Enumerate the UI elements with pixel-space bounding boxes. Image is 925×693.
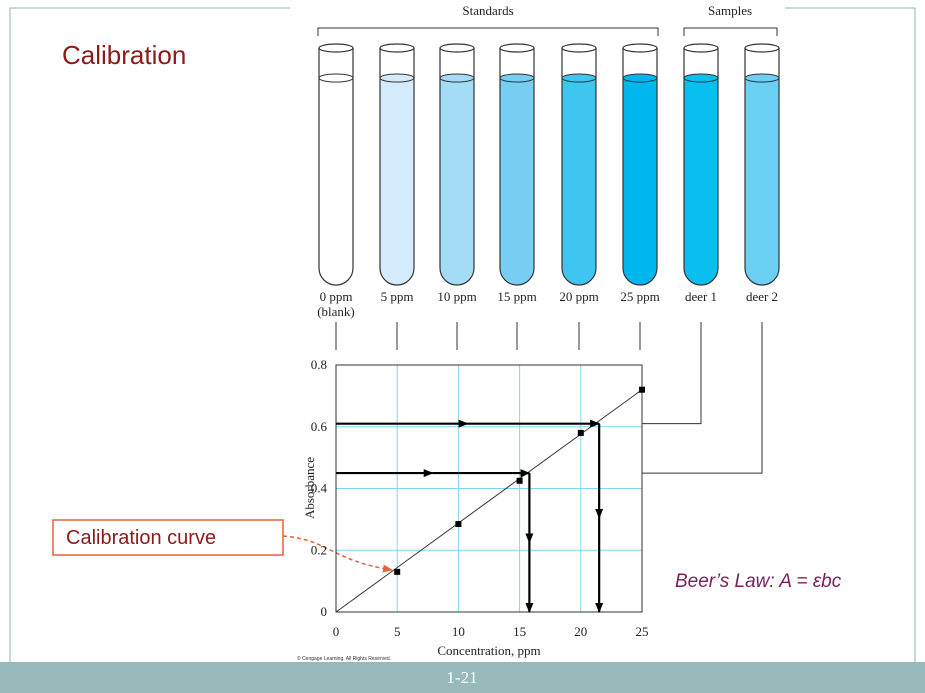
tube-label: 5 ppm	[381, 289, 414, 304]
liquid-surface	[623, 74, 657, 82]
tube-liquid	[380, 78, 414, 285]
tube-label: deer 2	[746, 289, 778, 304]
tube-liquid	[745, 78, 779, 285]
x-tick-label: 10	[452, 624, 465, 639]
data-point	[639, 387, 645, 393]
page-number: 1-21	[446, 668, 477, 687]
x-tick-label: 15	[513, 624, 526, 639]
liquid-surface	[562, 74, 596, 82]
tube-liquid	[500, 78, 534, 285]
liquid-surface	[684, 74, 718, 82]
tube-label: deer 1	[685, 289, 717, 304]
slide: 1-21 Calibration Calibration curve Beer’…	[0, 0, 925, 693]
tube-label: 10 ppm	[437, 289, 476, 304]
y-tick-label: 0.6	[311, 419, 328, 434]
tube-label: 15 ppm	[497, 289, 536, 304]
page: 1-21 Calibration Calibration curve Beer’…	[0, 0, 925, 693]
copyright: © Cengage Learning. All Rights Reserved.	[297, 655, 391, 662]
liquid-surface	[319, 74, 353, 82]
tube-label: 20 ppm	[559, 289, 598, 304]
liquid-surface	[380, 74, 414, 82]
y-tick-label: 0.8	[311, 357, 327, 372]
y-tick-label: 0.2	[311, 542, 327, 557]
samples-label: Samples	[708, 3, 752, 18]
standards-label: Standards	[462, 3, 513, 18]
y-tick-label: 0	[321, 604, 328, 619]
x-tick-label: 5	[394, 624, 401, 639]
x-tick-label: 20	[574, 624, 587, 639]
liquid-surface	[745, 74, 779, 82]
x-tick-label: 0	[333, 624, 340, 639]
y-tick-label: 0.4	[311, 481, 328, 496]
data-point	[517, 478, 523, 484]
tube-sublabel: (blank)	[317, 304, 355, 319]
data-point	[578, 430, 584, 436]
tube-liquid	[440, 78, 474, 285]
data-point	[455, 521, 461, 527]
tube-label: 25 ppm	[620, 289, 659, 304]
x-tick-label: 25	[636, 624, 649, 639]
liquid-surface	[500, 74, 534, 82]
x-axis-label: Concentration, ppm	[437, 643, 540, 658]
slide-title: Calibration	[62, 40, 186, 70]
equation: Beer’s Law: A = εbc	[675, 571, 842, 592]
callout-text: Calibration curve	[66, 527, 216, 549]
tube-liquid	[684, 78, 718, 285]
tube-liquid	[623, 78, 657, 285]
tube-liquid	[319, 78, 353, 285]
tube-liquid	[562, 78, 596, 285]
tube-label: 0 ppm	[320, 289, 353, 304]
data-point	[394, 569, 400, 575]
liquid-surface	[440, 74, 474, 82]
